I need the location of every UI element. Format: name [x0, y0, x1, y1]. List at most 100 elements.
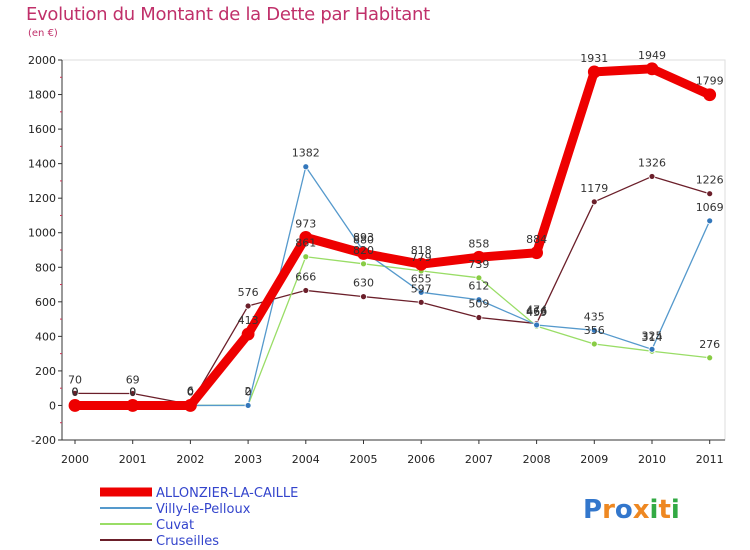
data-label-cruseilles: 630 — [353, 277, 374, 290]
legend-label: Cruseilles — [156, 534, 219, 549]
data-point-allonzier-la-caille — [357, 247, 370, 260]
y-tick-label: 1600 — [28, 123, 56, 136]
x-tick-label: 2004 — [292, 453, 320, 466]
series-layer — [68, 62, 717, 412]
data-label-allonzier-la-caille: 1949 — [638, 49, 666, 62]
data-point-cuvat — [706, 354, 714, 362]
data-point-allonzier-la-caille — [472, 250, 486, 264]
y-tick-label: 0 — [49, 399, 56, 412]
data-label-villy-le-pelloux: 0 — [72, 385, 79, 398]
data-label-cuvat: 0 — [129, 385, 136, 398]
data-point-villy-le-pelloux — [648, 345, 656, 353]
data-point-villy-le-pelloux — [590, 326, 598, 334]
data-point-villy-le-pelloux — [706, 217, 714, 225]
data-point-allonzier-la-caille — [703, 88, 717, 102]
data-point-villy-le-pelloux — [302, 163, 310, 171]
x-tick-label: 2009 — [580, 453, 608, 466]
series-line-villy-le-pelloux — [75, 166, 711, 407]
chart-title: Evolution du Montant de la Dette par Hab… — [26, 4, 430, 25]
data-label-allonzier-la-caille: 973 — [295, 217, 316, 230]
data-label-allonzier-la-caille: 0 — [72, 385, 79, 398]
logo-letter: x — [633, 495, 650, 525]
x-tick-label: 2008 — [523, 453, 551, 466]
data-label-cruseilles: 666 — [295, 270, 316, 283]
x-tick-label: 2001 — [119, 453, 147, 466]
data-label-villy-le-pelloux: 325 — [642, 329, 663, 342]
logo-letter: t — [658, 495, 670, 525]
y-tick-label: 2000 — [28, 54, 56, 67]
data-label-cuvat: 276 — [699, 338, 720, 351]
data-label-villy-le-pelloux: 612 — [468, 280, 489, 293]
data-label-allonzier-la-caille: 1799 — [696, 75, 724, 88]
data-label-allonzier-la-caille: 0 — [187, 385, 194, 398]
data-label-allonzier-la-caille: 880 — [353, 233, 374, 246]
logo-letter: i — [671, 495, 680, 525]
data-label-cuvat: 779 — [411, 251, 432, 264]
plot-frame — [61, 59, 726, 441]
data-label-cruseilles: 1326 — [638, 156, 666, 169]
data-point-cruseilles — [71, 389, 79, 397]
data-label-cuvat: 861 — [295, 237, 316, 250]
data-point-cruseilles — [129, 390, 137, 397]
data-label-cuvat: 2 — [245, 385, 252, 398]
x-tick-label: 2010 — [638, 453, 666, 466]
data-label-allonzier-la-caille: 0 — [129, 385, 136, 398]
logo-letter: P — [583, 495, 602, 525]
data-label-villy-le-pelloux: 1069 — [696, 201, 724, 214]
data-point-cuvat — [302, 253, 310, 261]
data-point-allonzier-la-caille — [645, 62, 659, 76]
data-label-cruseilles: 509 — [468, 298, 489, 311]
y-tick-label: 600 — [35, 296, 56, 309]
data-label-cuvat: 0 — [187, 385, 194, 398]
data-point-villy-le-pelloux — [244, 402, 252, 409]
data-label-cruseilles: 474 — [526, 304, 547, 317]
data-point-cruseilles — [706, 190, 714, 198]
data-label-villy-le-pelloux: 435 — [584, 310, 605, 323]
data-label-villy-le-pelloux: 0 — [245, 385, 252, 398]
data-label-cruseilles: 576 — [238, 286, 259, 299]
data-label-cruseilles: 69 — [126, 374, 140, 387]
y-tick-label: 1000 — [28, 227, 56, 240]
data-point-villy-le-pelloux — [533, 321, 540, 329]
data-label-cruseilles: 6 — [187, 384, 194, 397]
x-tick-label: 2002 — [176, 453, 204, 466]
data-label-villy-le-pelloux: 0 — [187, 385, 194, 398]
y-tick-label: 1200 — [28, 192, 56, 205]
logo-letter: o — [615, 495, 633, 525]
x-tick-label: 2011 — [696, 453, 724, 466]
data-point-allonzier-la-caille — [126, 399, 140, 412]
data-label-allonzier-la-caille: 1931 — [580, 52, 608, 65]
data-point-cruseilles — [475, 314, 483, 321]
data-point-cruseilles — [648, 173, 656, 180]
data-point-allonzier-la-caille — [299, 230, 313, 244]
series-line-cuvat — [75, 256, 710, 407]
data-label-allonzier-la-caille: 884 — [526, 233, 547, 246]
x-tick-label: 2005 — [350, 453, 378, 466]
x-tick-label: 2003 — [234, 453, 262, 466]
series-line-cruseilles — [74, 175, 710, 406]
data-point-cuvat — [475, 274, 483, 282]
data-point-cruseilles — [244, 302, 252, 310]
legend-label: ALLONZIER-LA-CAILLE — [156, 486, 298, 501]
data-label-cruseilles: 1179 — [580, 182, 608, 195]
y-tick-label: 1400 — [28, 158, 56, 171]
y-tick-label: 800 — [35, 261, 56, 274]
data-point-cruseilles — [302, 287, 310, 294]
data-point-villy-le-pelloux — [417, 288, 425, 296]
y-tick-label: -200 — [31, 434, 56, 447]
data-point-cuvat — [590, 340, 598, 348]
data-label-allonzier-la-caille: 413 — [238, 314, 259, 327]
axes: -200020040060080010001200140016001800200… — [28, 54, 726, 466]
y-tick-label: 1800 — [28, 89, 56, 102]
y-tick-label: 400 — [35, 330, 56, 343]
data-label-cuvat: 356 — [584, 324, 605, 337]
legend: ALLONZIER-LA-CAILLEVilly-le-PellouxCuvat… — [100, 486, 298, 549]
data-label-cruseilles: 597 — [411, 282, 432, 295]
y-tick-label: 200 — [35, 365, 56, 378]
logo-text: Proxiti — [583, 495, 680, 525]
data-point-cuvat — [360, 260, 367, 268]
data-point-allonzier-la-caille — [183, 399, 197, 412]
data-label-cuvat: 459 — [526, 306, 547, 319]
